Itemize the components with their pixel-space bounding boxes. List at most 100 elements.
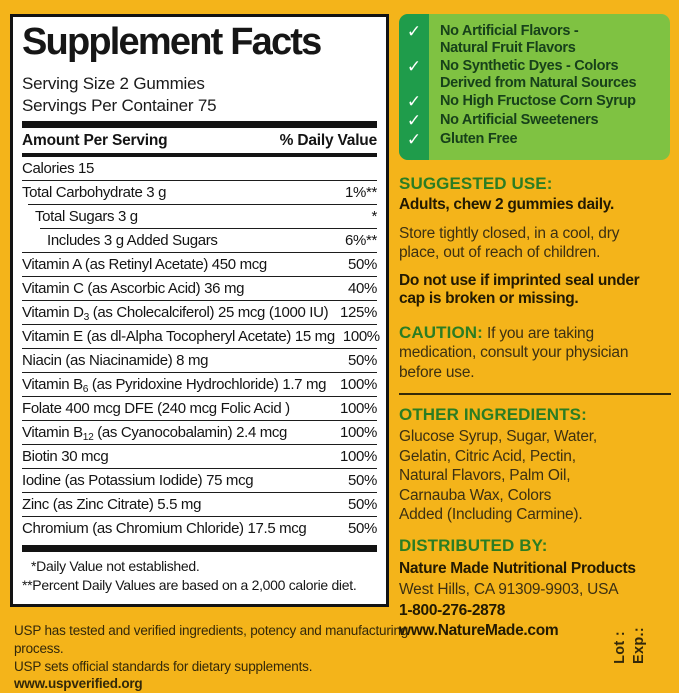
daily-value: 125% xyxy=(340,304,377,322)
checkmark-icon: ✓ xyxy=(406,57,422,77)
daily-value: 40% xyxy=(348,280,377,298)
table-row: Vitamin A (as Retinyl Acetate) 450 mcg 50… xyxy=(22,252,377,276)
checkmark-icon: ✓ xyxy=(406,22,422,41)
usp-line2: USP sets official standards for dietary … xyxy=(14,658,409,693)
nutrient-name: Niacin (as Niacinamide) 8 mg xyxy=(22,352,209,370)
divider-thick-bottom xyxy=(22,545,377,553)
nutrient-name: Total Carbohydrate 3 g xyxy=(22,184,167,202)
section-divider xyxy=(399,393,671,396)
divider-medium xyxy=(22,153,377,158)
nutrient-name: Vitamin B6 (as Pyridoxine Hydrochloride)… xyxy=(22,376,327,395)
benefit-item: ✓ No High Fructose Corn Syrup xyxy=(399,93,670,110)
usp-verification-text: USP has tested and verified ingredients,… xyxy=(14,622,409,693)
supplement-label: Supplement Facts Serving Size 2 Gummies … xyxy=(10,14,671,691)
nutrient-name: Iodine (as Potassium Iodide) 75 mcg xyxy=(22,472,254,490)
distributed-by-heading: DISTRIBUTED BY: xyxy=(399,536,548,556)
nutrient-name: Calories 15 xyxy=(22,160,95,178)
table-row: Iodine (as Potassium Iodide) 75 mcg 50% xyxy=(22,468,377,492)
usage-column: SUGGESTED USE: Adults, chew 2 gummies da… xyxy=(399,174,671,643)
nutrient-name: Vitamin A (as Retinyl Acetate) 450 mcg xyxy=(22,256,267,274)
benefit-item: ✓ No Artificial Flavors - Natural Fruit F… xyxy=(399,23,670,56)
benefit-item: ✓ No Synthetic Dyes - Colors Derived from… xyxy=(399,58,670,91)
daily-value: 50% xyxy=(348,496,377,514)
table-row: Folate 400 mcg DFE (240 mcg Folic Acid )… xyxy=(22,396,377,420)
table-row: Vitamin E (as dl-Alpha Tocopheryl Acetat… xyxy=(22,324,380,348)
nutrient-name: Zinc (as Zinc Citrate) 5.5 mg xyxy=(22,496,202,514)
lot-label: Lot : xyxy=(612,631,628,664)
nutrient-name: Chromium (as Chromium Chloride) 17.5 mcg xyxy=(22,520,307,538)
serving-size-text: Serving Size 2 Gummies xyxy=(22,73,205,93)
nutrient-table: Calories 15 Total Carbohydrate 3 g 1%** Tot… xyxy=(22,157,380,540)
daily-value: 100% xyxy=(340,424,377,442)
nutrient-name: Biotin 30 mcg xyxy=(22,448,109,466)
suggested-use-heading: SUGGESTED USE: xyxy=(399,174,553,193)
daily-value: 100% xyxy=(340,400,377,418)
checkmark-icon: ✓ xyxy=(406,130,422,150)
benefit-item: ✓ Gluten Free xyxy=(399,131,670,148)
daily-value: 1%** xyxy=(345,184,377,202)
distributor-address: West Hills, CA 91309-9903, USA xyxy=(399,581,619,599)
daily-value: * xyxy=(371,208,378,226)
daily-value: 100% xyxy=(342,328,380,346)
daily-value-header: % Daily Value xyxy=(279,132,378,150)
checkmark-strip xyxy=(399,14,429,160)
benefit-label: No Artificial Flavors - Natural Fruit Fl… xyxy=(440,23,579,56)
daily-value: 50% xyxy=(348,352,377,370)
usp-url: www.uspverified.org xyxy=(14,676,143,692)
caution-body: If you are taking medication, consult yo… xyxy=(399,324,629,381)
supplement-facts-panel: Supplement Facts Serving Size 2 Gummies … xyxy=(10,14,389,607)
nutrient-name: Vitamin B12 (as Cyanocobalamin) 2.4 mcg xyxy=(22,424,288,443)
servings-per-container-text: Servings Per Container 75 xyxy=(22,95,217,115)
table-row: Chromium (as Chromium Chloride) 17.5 mcg… xyxy=(22,516,377,540)
table-row: Niacin (as Niacinamide) 8 mg 50% xyxy=(22,348,377,372)
lot-exp-area: Lot : Exp.: xyxy=(612,608,647,664)
divider-thick-top xyxy=(22,121,377,129)
nutrient-name: Vitamin C (as Ascorbic Acid) 36 mg xyxy=(22,280,245,298)
other-ingredients-heading: OTHER INGREDIENTS: xyxy=(399,405,587,425)
daily-value: 50% xyxy=(348,520,377,538)
table-row: Biotin 30 mcg 100% xyxy=(22,444,377,468)
table-row: Vitamin D3 (as Cholecalciferol) 25 mcg (… xyxy=(22,300,377,324)
table-row: Vitamin B12 (as Cyanocobalamin) 2.4 mcg 1… xyxy=(22,420,377,444)
table-row: Total Sugars 3 g * xyxy=(28,204,377,228)
nutrient-name: Total Sugars 3 g xyxy=(35,208,138,226)
table-row: Total Carbohydrate 3 g 1%** xyxy=(22,180,377,204)
suggested-use-dose: Adults, chew 2 gummies daily. xyxy=(399,196,614,214)
usp-line2-text: USP sets official standards for dietary … xyxy=(14,658,313,674)
panel-title: Supplement Facts xyxy=(22,21,322,63)
distributor-name: Nature Made Nutritional Products xyxy=(399,559,636,577)
benefit-list: ✓ No Artificial Flavors - Natural Fruit F… xyxy=(399,14,670,155)
table-row: Vitamin C (as Ascorbic Acid) 36 mg 40% xyxy=(22,276,377,300)
seal-warning: Do not use if imprinted seal under cap i… xyxy=(399,271,640,308)
footnote-daily-value: *Daily Value not established. xyxy=(31,558,200,575)
distributor-website: www.NatureMade.com xyxy=(399,622,559,640)
daily-value: 100% xyxy=(340,448,377,466)
distributor-phone: 1-800-276-2878 xyxy=(399,601,506,619)
benefit-label: No High Fructose Corn Syrup xyxy=(440,93,636,110)
ingredients-list: Glucose Syrup, Sugar, Water, Gelatin, Ci… xyxy=(399,428,598,523)
storage-instructions: Store tightly closed, in a cool, dry pla… xyxy=(399,224,620,262)
benefit-item: ✓ No Artificial Sweeteners xyxy=(399,112,670,129)
benefit-label: Gluten Free xyxy=(440,131,518,148)
table-row: Vitamin B6 (as Pyridoxine Hydrochloride)… xyxy=(22,372,377,396)
benefit-label: No Artificial Sweeteners xyxy=(440,112,599,129)
checkmark-icon: ✓ xyxy=(406,111,422,131)
nutrient-name: Vitamin E (as dl-Alpha Tocopheryl Acetat… xyxy=(22,328,335,346)
table-header-row: Amount Per Serving % Daily Value xyxy=(22,128,377,153)
checkmark-icon: ✓ xyxy=(406,92,422,112)
nutrient-name: Includes 3 g Added Sugars xyxy=(47,232,218,250)
daily-value: 100% xyxy=(340,376,377,394)
footnote-percent-dv: **Percent Daily Values are based on a 2,… xyxy=(22,576,357,593)
usp-line1: USP has tested and verified ingredients,… xyxy=(14,623,409,656)
nutrient-name: Vitamin D3 (as Cholecalciferol) 25 mcg (… xyxy=(22,304,329,323)
footnotes: *Daily Value not established. **Percent … xyxy=(22,557,377,593)
daily-value: 50% xyxy=(348,256,377,274)
amount-per-serving-header: Amount Per Serving xyxy=(22,132,168,150)
nutrient-name: Folate 400 mcg DFE (240 mcg Folic Acid ) xyxy=(22,400,290,418)
daily-value: 50% xyxy=(348,472,377,490)
benefits-box: ✓ No Artificial Flavors - Natural Fruit F… xyxy=(399,14,670,160)
caution-heading: CAUTION: xyxy=(399,322,483,342)
table-row: Includes 3 g Added Sugars 6%** xyxy=(40,228,377,252)
caution-paragraph: CAUTION: If you are taking medication, c… xyxy=(399,322,671,382)
exp-label: Exp.: xyxy=(631,627,647,664)
